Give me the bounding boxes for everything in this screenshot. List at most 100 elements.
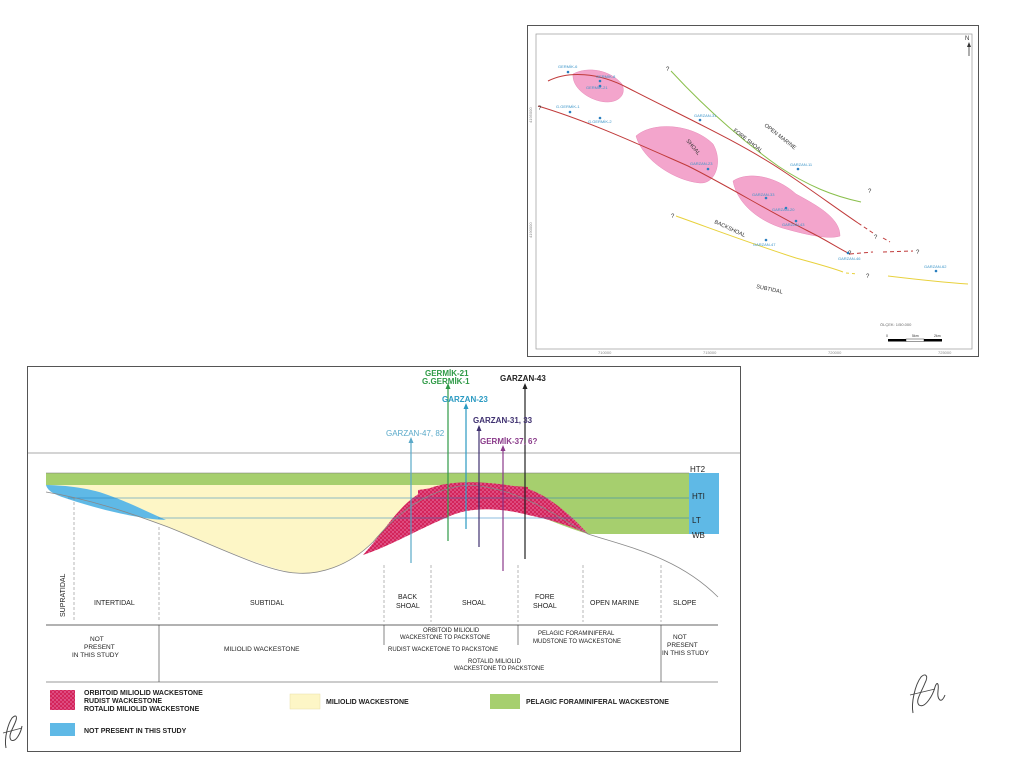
question-mark: ? xyxy=(671,214,675,220)
map-well-label: GERMİK-21 xyxy=(586,85,608,90)
facies-not-present-3: IN THIS STUDY xyxy=(72,652,119,659)
map-well: G.GERMİK-1 xyxy=(556,104,580,114)
map-well: GARZAN-33 xyxy=(752,192,775,200)
map-well-label: GARZAN-20 xyxy=(772,207,795,212)
facies-orbitoid-1: ORBITOID MILIOLID xyxy=(423,628,480,634)
map-wells: GERMİK-6 GERMİK-8 GERMİK-21 G.GERMİK-1 G… xyxy=(556,64,947,273)
facies-rotalid-2: WACKESTONE TO PACKSTONE xyxy=(454,666,544,672)
map-well: GARZAN-43 xyxy=(782,219,805,227)
map-well-label: GARZAN-62 xyxy=(924,264,947,269)
map-well-label: G.GERMİK-1 xyxy=(556,104,580,109)
facies-cross-section: HT2 HTI LT WB GERMİK-21 G.GERMİK-1 GARZA… xyxy=(27,366,741,752)
map-well: GARZAN-46 xyxy=(838,251,861,261)
not-present-right xyxy=(689,473,719,534)
well-label-garzan-23: GARZAN-23 xyxy=(442,395,488,404)
facies-map-canvas: 710000 715000 720000 725000 4195000 4190… xyxy=(528,33,973,355)
x-tick: 715000 xyxy=(703,350,717,355)
question-mark: ? xyxy=(848,251,852,257)
legend-label-orbitoid: ORBITOID MILIOLID WACKESTONE xyxy=(84,690,203,697)
legend: ORBITOID MILIOLID WACKESTONE RUDIST WACK… xyxy=(50,690,669,736)
open-marine-line xyxy=(670,70,862,203)
facies-dividers xyxy=(158,625,662,682)
map-well: GARZAN-62 xyxy=(924,264,947,273)
question-mark: ? xyxy=(666,67,670,73)
zone-label-shoal: SHOAL xyxy=(462,600,486,607)
zone-dividers xyxy=(73,497,662,622)
zone-label-fore-shoal-1: FORE xyxy=(535,594,555,601)
map-well-label: GARZAN-43 xyxy=(782,222,805,227)
map-label-subtidal: SUBTIDAL xyxy=(756,284,784,295)
zone-label-back-shoal-1: BACK xyxy=(398,594,417,601)
facies-rudist: RUDIST WACKETONE TO PACKSTONE xyxy=(388,647,498,653)
zone-label-subtidal: SUBTIDAL xyxy=(250,600,284,607)
scale-tick: 0 xyxy=(886,334,888,338)
well-label-germik-37-6: GERMİK-37, 6? xyxy=(480,437,537,446)
x-tick: 720000 xyxy=(828,350,842,355)
legend-swatch-miliolid xyxy=(289,693,321,710)
cross-section-canvas: HT2 HTI LT WB GERMİK-21 G.GERMİK-1 GARZA… xyxy=(28,369,740,736)
signature-right xyxy=(909,674,946,714)
shoal-body xyxy=(572,69,624,103)
horizon-label: LT xyxy=(692,516,701,525)
well-label-garzan-31-33: GARZAN-31, 33 xyxy=(473,416,533,425)
map-well-label: GERMİK-8 xyxy=(596,74,616,79)
section-well: GERMİK-37, 6? xyxy=(480,437,537,571)
legend-label-rudist: RUDIST WACKESTONE xyxy=(84,698,162,705)
map-well: GARZAN-23 xyxy=(690,161,713,171)
map-label-backshoal: BACKSHOAL xyxy=(713,219,746,239)
shoal-boundary-line xyxy=(537,105,851,255)
map-well-label: G.GERMİK-2 xyxy=(588,119,612,124)
question-mark: ? xyxy=(866,274,870,280)
backshoal-line-dashed xyxy=(845,272,859,275)
map-well-label: GERMİK-6 xyxy=(558,64,578,69)
zone-label-slope: SLOPE xyxy=(673,600,697,607)
north-arrow-icon: N xyxy=(965,36,971,56)
legend-label-pelagic: PELAGIC FORAMINIFERAL WACKESTONE xyxy=(526,699,669,706)
map-well: GARZAN-47 xyxy=(753,238,776,247)
y-tick: 4190000 xyxy=(528,222,533,238)
subtidal-line xyxy=(887,275,969,285)
miliolid-body xyxy=(50,485,468,574)
facies-miliolid: MILIOLID WACKESTONE xyxy=(224,646,300,653)
legend-swatch-not-present xyxy=(50,723,75,736)
map-well: GERMİK-8 xyxy=(596,74,616,83)
map-label-open-marine: OPEN MARINE xyxy=(763,123,797,152)
map-well-label: GARZAN-47 xyxy=(753,242,776,247)
horizon-label: HT2 xyxy=(690,465,706,474)
seafloor-profile xyxy=(45,484,719,598)
section-well: GARZAN-23 xyxy=(442,395,488,529)
y-tick: 4195000 xyxy=(528,107,533,123)
zone-label-back-shoal-2: SHOAL xyxy=(396,603,420,610)
zone-label-intertidal: INTERTIDAL xyxy=(94,600,135,607)
legend-label-rotalid: ROTALID MILIOLID WACKESTONE xyxy=(84,706,200,713)
map-well-label: GARZAN-11 xyxy=(790,162,813,167)
facies-not-present-right-2: PRESENT xyxy=(667,642,698,649)
question-mark: ? xyxy=(916,250,920,256)
scale-caption: ÖLÇEK: 1/50.000 xyxy=(880,322,912,327)
well-label-garzan-43: GARZAN-43 xyxy=(500,374,546,383)
well-label-garzan-47-82: GARZAN-47, 82 xyxy=(386,429,445,438)
section-well: GARZAN-43 xyxy=(500,374,546,559)
facies-orbitoid-2: WACKESTONE TO PACKSTONE xyxy=(400,635,490,641)
not-present-left xyxy=(46,485,166,520)
scale-tick: 5km xyxy=(912,334,919,338)
facies-rotalid-1: ROTALID MILIOLID xyxy=(468,659,522,665)
shoal-boundary-line xyxy=(547,74,859,224)
shoal-boundary-dashed xyxy=(857,222,891,243)
question-mark: ? xyxy=(538,106,542,112)
shoal-body xyxy=(732,175,841,238)
scale-tick: 2km xyxy=(934,334,941,338)
map-well: GERMİK-21 xyxy=(586,84,608,90)
shoal-boundary-dashed xyxy=(849,250,914,255)
x-tick: 710000 xyxy=(598,350,612,355)
legend-label-not-present: NOT PRESENT IN THIS STUDY xyxy=(84,728,187,735)
legend-label-miliolid: MILIOLID WACKESTONE xyxy=(326,699,409,706)
horizon-label: WB xyxy=(692,531,705,540)
question-mark: ? xyxy=(874,235,878,241)
map-well-label: GARZAN-23 xyxy=(690,161,713,166)
x-tick: 725000 xyxy=(938,350,952,355)
map-well: GARZAN-20 xyxy=(772,206,795,212)
facies-not-present-2: PRESENT xyxy=(84,644,115,651)
section-well: GARZAN-31, 33 xyxy=(473,416,533,547)
horizon-label: HTI xyxy=(692,492,705,501)
